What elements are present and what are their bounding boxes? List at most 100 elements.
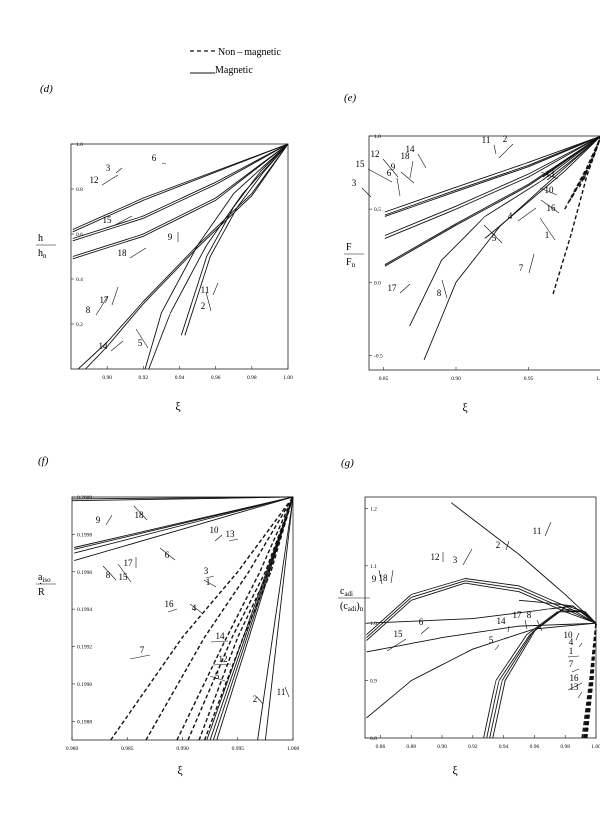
series-leader-8	[95, 295, 109, 316]
series-leader-9	[105, 514, 113, 526]
series-leader-17	[524, 619, 528, 630]
series-label-16: 16	[547, 203, 557, 213]
series-leader-12	[212, 663, 232, 666]
x-axis-label: ξ	[175, 399, 181, 413]
series-leader-6	[161, 162, 167, 165]
series-leader-5	[209, 675, 226, 682]
series-line-12	[72, 143, 289, 230]
series-leader-8	[441, 279, 448, 299]
series-label-2: 2	[201, 301, 206, 311]
legend: Non – magnetic Magnetic	[190, 47, 281, 76]
series-label-1: 1	[206, 577, 211, 587]
series-label-6: 6	[165, 550, 170, 560]
series-label-15: 15	[119, 572, 129, 582]
series-line-8	[74, 496, 294, 562]
series-label-9: 9	[96, 515, 101, 525]
series-leader-10	[575, 632, 580, 641]
y-tick-label: 0.8	[76, 187, 83, 193]
series-label-8: 8	[437, 288, 442, 298]
series-leader-11	[212, 282, 219, 296]
series-line-6	[384, 136, 600, 239]
series-label-1: 1	[569, 646, 574, 656]
series-line-2	[184, 143, 289, 336]
series-label-14: 14	[216, 631, 226, 641]
series-line-7	[110, 496, 294, 740]
series-leader-1	[567, 655, 580, 658]
series-line-15	[384, 135, 600, 213]
series-label-3: 3	[204, 566, 209, 576]
series-line-8	[492, 605, 597, 738]
series-leader-7	[528, 253, 535, 274]
x-tick-label: 0.98	[560, 744, 570, 750]
series-label-6: 6	[152, 153, 157, 163]
series-line-17	[85, 143, 289, 369]
series-label-14: 14	[497, 616, 507, 626]
series-label-14: 14	[406, 144, 416, 154]
y-axis-label: F Fn	[344, 242, 364, 269]
x-tick-label: 0.92	[139, 375, 149, 381]
series-line-6	[74, 496, 294, 554]
series-leader-2	[256, 696, 264, 705]
panel-label: (g)	[341, 457, 354, 469]
series-leader-16	[540, 199, 560, 214]
x-tick-label: 0.90	[437, 744, 447, 750]
plot-frame	[368, 135, 600, 371]
series-label-10: 10	[210, 525, 220, 535]
series-line-12	[384, 135, 600, 216]
x-axis-label: ξ	[177, 763, 183, 777]
y-tick-label: 0.5	[374, 207, 381, 213]
series-line-5	[484, 136, 600, 239]
x-tick-label: 0.990	[176, 746, 189, 752]
series-label-12: 12	[431, 552, 440, 562]
y-tick-label: 0.1992	[77, 645, 92, 651]
series-label-5: 5	[138, 338, 143, 348]
y-label-numerator: cadi	[340, 586, 353, 598]
series-leader-4	[189, 603, 203, 614]
series-line-3	[366, 605, 597, 624]
series-leader-11	[544, 521, 552, 537]
y-tick-label: 0.9	[370, 679, 377, 685]
series-line-14	[483, 611, 597, 738]
series-leader-15	[114, 215, 133, 226]
x-tick-label: 0.94	[175, 375, 185, 381]
series-label-11: 11	[277, 687, 286, 697]
series-label-18: 18	[401, 151, 411, 161]
x-tick-label: 0.995	[232, 746, 245, 752]
panel-e: 0.850.900.951.00-0.50.00.51.0(e)ξFFn1512…	[344, 92, 600, 414]
series-leader-16	[567, 682, 583, 691]
y-tick-label: 0.6	[76, 232, 83, 238]
y-label-denominator: (cadi)n	[340, 601, 364, 613]
y-tick-label: 1.1	[370, 564, 377, 570]
series-line-16	[145, 496, 294, 740]
series-leader-14	[417, 153, 427, 169]
series-label-12: 12	[371, 149, 380, 159]
series-label-17: 17	[513, 610, 523, 620]
series-line-13	[203, 496, 294, 740]
series-label-4: 4	[569, 637, 574, 647]
series-label-15: 15	[394, 629, 404, 639]
series-leader-8	[536, 619, 543, 632]
series-line-14	[144, 143, 289, 369]
x-tick-label: 0.980	[66, 746, 79, 752]
y-tick-label: -0.5	[374, 353, 383, 359]
y-axis-label: cadi (cadi)n	[338, 586, 370, 613]
x-tick-label: 1.00	[596, 376, 600, 382]
panel-label: (d)	[40, 83, 53, 95]
series-label-16: 16	[570, 673, 580, 683]
series-leader-12	[382, 158, 399, 178]
series-label-18: 18	[379, 573, 389, 583]
series-label-1: 1	[545, 230, 550, 240]
x-tick-label: 0.95	[524, 376, 534, 382]
x-tick-label: 0.88	[406, 744, 416, 750]
plot-frame	[364, 496, 597, 739]
x-axis-label: ξ	[462, 400, 468, 414]
series-leader-12	[101, 174, 119, 186]
series-label-11: 11	[482, 135, 491, 145]
series-leader-5	[494, 644, 500, 651]
series-leader-13	[540, 171, 559, 180]
series-label-7: 7	[519, 263, 524, 273]
series-label-3: 3	[453, 555, 458, 565]
x-tick-label: 0.86	[376, 744, 386, 750]
series-line-12	[366, 582, 597, 641]
